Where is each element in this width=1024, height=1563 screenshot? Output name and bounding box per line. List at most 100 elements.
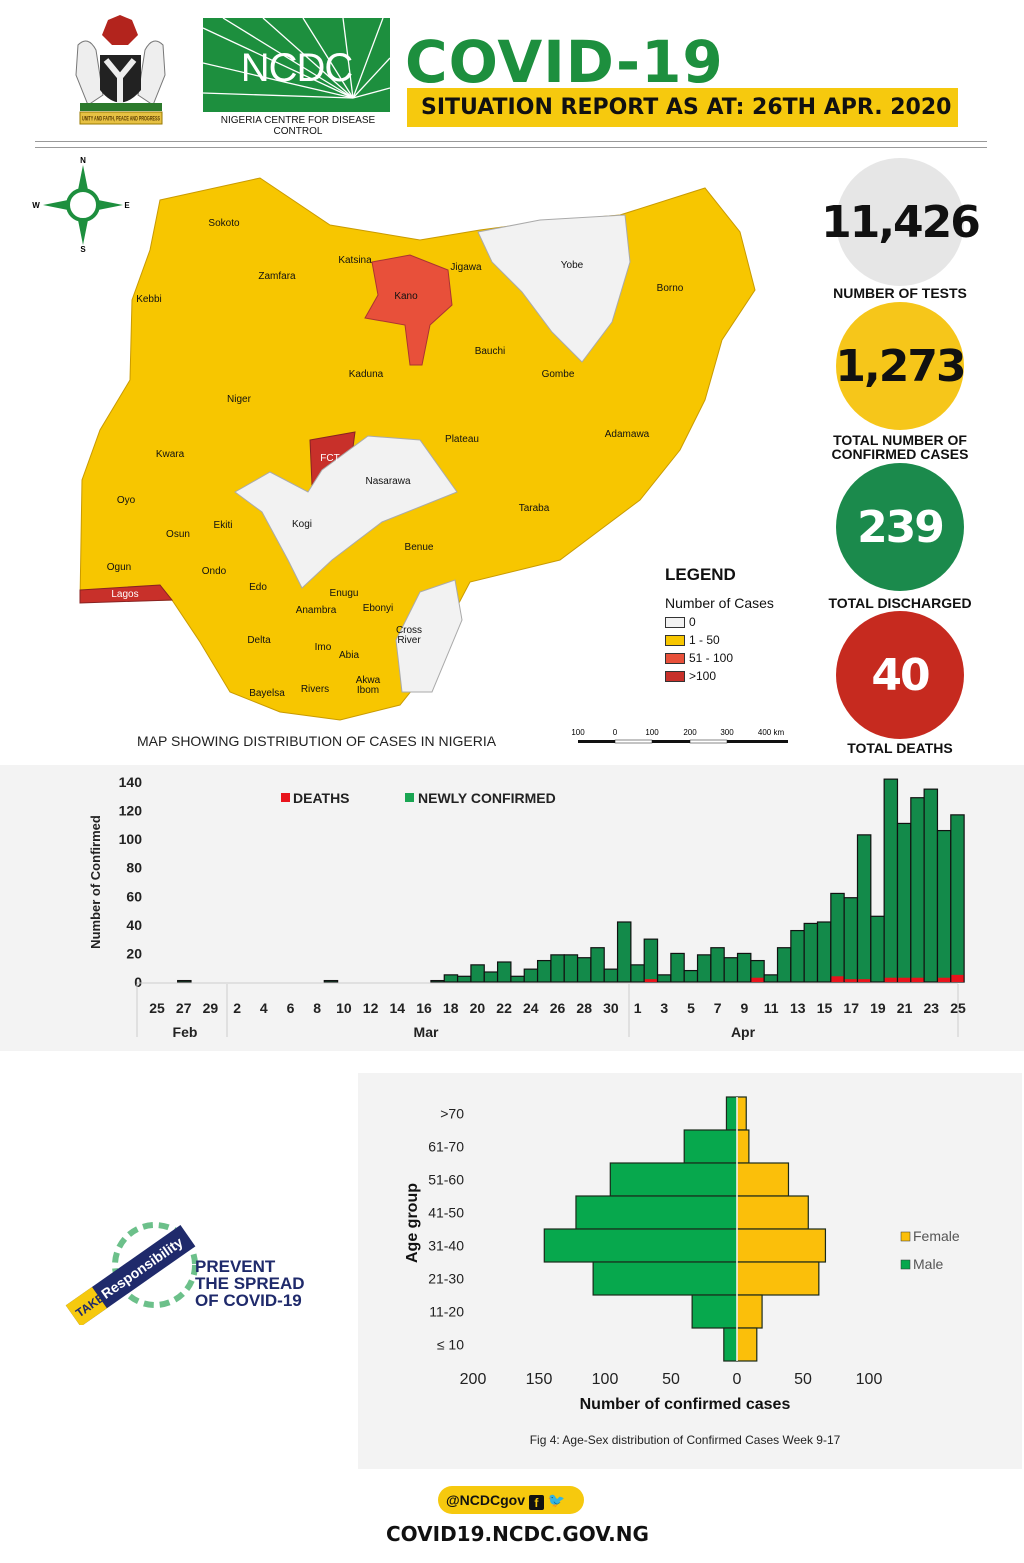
x-tick-label: 27: [176, 1000, 192, 1016]
confirmed-bar: [670, 952, 685, 983]
page-title: COVID-19: [405, 28, 724, 96]
x-tick-label: 100: [856, 1371, 883, 1388]
confirmed-bar: [696, 954, 712, 983]
confirmed-bar: [936, 829, 952, 983]
month-label: Apr: [731, 1024, 756, 1040]
state-label: Gombe: [542, 369, 575, 380]
x-tick-label: 11: [764, 1000, 779, 1016]
confirmed-bar: [856, 834, 872, 983]
confirmed-bar: [443, 974, 459, 983]
state-label: Ogun: [107, 562, 131, 573]
legend-label: Female: [913, 1228, 960, 1244]
x-tick-label: 18: [443, 1000, 459, 1016]
report-date-banner: SITUATION REPORT AS AT: 26TH APR. 2020: [407, 88, 958, 127]
scale-label: 200: [683, 728, 697, 737]
confirmed-bar: [576, 957, 592, 983]
legend-item: >100: [665, 667, 774, 685]
x-tick-label: 50: [794, 1371, 812, 1388]
age-group-label: ≤ 10: [437, 1337, 464, 1353]
deaths-bar: [844, 979, 857, 982]
social-handle[interactable]: @NCDCgov f 🐦: [438, 1486, 584, 1514]
deaths-bar: [858, 979, 871, 982]
map-legend: LEGEND Number of Cases 0 1 - 50 51 - 100 >1…: [665, 565, 774, 685]
divider: [35, 141, 987, 142]
female-bar: [736, 1195, 809, 1230]
legend-confirmed-swatch: [405, 793, 414, 802]
x-tick-label: 19: [870, 1000, 886, 1016]
x-tick-label: 29: [203, 1000, 219, 1016]
scale-bar: 100 0 100 200 300 400 km: [571, 728, 788, 744]
confirmed-bar: [923, 788, 939, 983]
y-tick-label: 80: [126, 860, 142, 876]
female-bar: [736, 1261, 820, 1296]
confirmed-bar: [630, 964, 645, 983]
badge-responsibility: Responsibility: [98, 1234, 186, 1302]
x-tick-label: 200: [460, 1371, 487, 1388]
logo-text: NCDC: [240, 46, 354, 90]
deaths-bar: [938, 977, 951, 982]
state-label: Lagos: [111, 589, 138, 600]
legend-item: 0: [665, 613, 774, 631]
state-label: Rivers: [301, 684, 329, 695]
facebook-icon[interactable]: f: [528, 1495, 544, 1510]
x-tick-label: 12: [363, 1000, 379, 1016]
x-tick-label: 8: [313, 1000, 321, 1016]
state-label: Kaduna: [349, 369, 384, 380]
scale-label: 100: [645, 728, 659, 737]
y-axis-label: Number of Confirmed: [88, 815, 103, 949]
y-tick-label: 140: [119, 774, 143, 790]
age-group-label: 41-50: [428, 1205, 464, 1221]
deaths-label: TOTAL DEATHS: [847, 740, 953, 756]
state-label: Adamawa: [605, 429, 650, 440]
campaign-line: PREVENT: [195, 1257, 276, 1276]
confirmed-bar: [763, 974, 779, 983]
y-tick-label: 100: [119, 831, 143, 847]
compass-w: W: [32, 201, 40, 210]
confirmed-count-circle: 1,273: [835, 302, 967, 430]
x-tick-label: 23: [924, 1000, 940, 1016]
x-tick-label: 22: [496, 1000, 512, 1016]
website-link[interactable]: COVID19.NCDC.GOV.NG: [386, 1522, 649, 1546]
confirmed-bar: [776, 947, 792, 983]
deaths-bar: [951, 974, 964, 982]
confirmed-bar: [830, 892, 845, 983]
x-tick-label: 25: [149, 1000, 165, 1016]
confirmed-bar: [536, 959, 552, 983]
confirmed-label: TOTAL NUMBER OF CONFIRMED CASES: [831, 432, 969, 462]
y-tick-label: 40: [126, 917, 142, 933]
confirmed-bar: [590, 947, 605, 983]
legend-deaths-label: DEATHS: [293, 790, 350, 806]
legend-confirmed-label: NEWLY CONFIRMED: [418, 790, 556, 806]
x-tick-label: 28: [576, 1000, 592, 1016]
x-tick-label: 10: [336, 1000, 352, 1016]
state-label: Kogi: [292, 519, 312, 530]
age-group-label: 51-60: [428, 1172, 464, 1188]
twitter-icon[interactable]: 🐦: [547, 1492, 566, 1508]
confirmed-bar: [483, 971, 499, 983]
legend-item: 51 - 100: [665, 649, 774, 667]
confirmed-bar: [843, 897, 859, 983]
legend-label: Male: [913, 1256, 944, 1272]
x-tick-label: 1: [634, 1000, 642, 1016]
state-label: Kano: [394, 291, 418, 302]
legend-item: 1 - 50: [665, 631, 774, 649]
x-tick-label: 4: [260, 1000, 268, 1016]
male-bar: [691, 1294, 738, 1329]
state-label: Katsina: [338, 255, 372, 266]
x-tick-label: 21: [897, 1000, 913, 1016]
x-tick-label: 30: [603, 1000, 619, 1016]
age-group-label: 61-70: [428, 1139, 464, 1155]
take-responsibility-badge: TAKE Responsibility: [65, 1222, 198, 1325]
x-tick-label: 150: [526, 1371, 553, 1388]
confirmed-bar: [643, 938, 659, 983]
legend-deaths-swatch: [281, 793, 290, 802]
male-bar: [725, 1096, 738, 1131]
compass-s: S: [80, 245, 86, 254]
scale-label: 0: [613, 728, 618, 737]
nigeria-coat-of-arms-logo: UNITY AND FAITH, PEACE AND PROGRESS: [75, 15, 166, 125]
x-tick-label: 0: [733, 1371, 742, 1388]
state-label: Enugu: [330, 588, 359, 599]
female-bar: [736, 1327, 758, 1362]
state-label: Bauchi: [475, 346, 506, 357]
